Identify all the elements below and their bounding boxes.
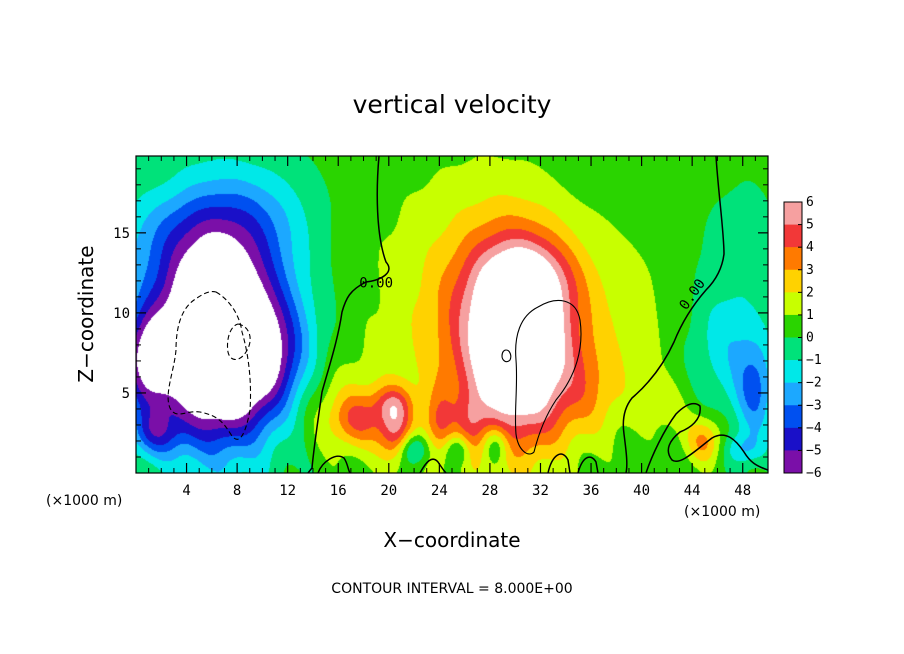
colorbar: 6 5 4 3 2 1 0 −1 −2 −3 −4 −5 −6 — [783, 195, 822, 481]
x-tick-label: 48 — [734, 483, 751, 499]
colorbar-tick-label: −6 — [806, 466, 822, 481]
y-axis-ticks: 5 10 15 — [113, 168, 768, 458]
y-tick-label: 5 — [122, 386, 130, 402]
contour-label: 0.00 — [359, 275, 393, 291]
colorbar-swatch — [784, 382, 802, 406]
x-tick-label: 4 — [182, 483, 190, 499]
colorbar-tick-label: 4 — [806, 240, 814, 255]
zero-contour-bump-d — [577, 456, 599, 473]
x-unit-label-right: (×1000 m) — [684, 504, 760, 520]
y-tick-label: 10 — [113, 306, 130, 322]
x-unit-label-left: (×1000 m) — [46, 493, 122, 509]
colorbar-tick-label: 1 — [806, 308, 814, 323]
colorbar-tick-label: 2 — [806, 285, 814, 300]
colorbar-tick-label: −2 — [806, 376, 822, 391]
x-tick-label: 40 — [633, 483, 650, 499]
x-tick-label: 32 — [532, 483, 549, 499]
y-tick-label: 15 — [113, 226, 130, 242]
x-axis-ticks: 4 8 12 16 20 24 28 32 36 40 44 48 — [148, 156, 756, 499]
x-tick-label: 36 — [583, 483, 600, 499]
zero-contour-bump-b — [419, 458, 447, 473]
zero-contour-bump-a — [317, 455, 351, 473]
contour-lines — [167, 156, 768, 473]
zero-contour-bump-c — [547, 453, 571, 473]
zero-contour-left — [307, 156, 390, 473]
colorbar-swatch — [784, 269, 802, 293]
colorbar-swatch — [784, 337, 802, 361]
colorbar-tick-label: −4 — [806, 421, 822, 436]
colorbar-swatch — [784, 427, 802, 451]
x-tick-label: 44 — [684, 483, 701, 499]
colorbar-tick-label: 0 — [806, 331, 814, 346]
colorbar-swatch — [784, 405, 802, 429]
colorbar-swatch — [784, 360, 802, 383]
x-axis-label: X−coordinate — [383, 528, 520, 552]
colorbar-swatch — [784, 224, 802, 248]
colorbar-swatch — [784, 202, 802, 225]
heatmap-field — [136, 156, 768, 473]
colorbar-tick-label: −1 — [806, 353, 822, 368]
colorbar-swatch — [784, 247, 802, 271]
chart-title: vertical velocity — [353, 90, 552, 119]
colorbar-swatch — [784, 314, 802, 338]
colorbar-tick-label: 5 — [806, 218, 814, 233]
negative-contour-inner — [226, 323, 251, 361]
positive-contour-inner — [501, 349, 512, 363]
colorbar-tick-label: 3 — [806, 263, 814, 278]
x-tick-label: 12 — [279, 483, 296, 499]
x-tick-label: 8 — [233, 483, 241, 499]
colorbar-swatch — [784, 450, 802, 474]
colorbar-swatch — [784, 292, 802, 316]
y-axis-label: Z−coordinate — [74, 245, 98, 382]
colorbar-tick-label: −3 — [806, 398, 822, 413]
x-tick-label: 16 — [330, 483, 347, 499]
x-tick-label: 28 — [481, 483, 498, 499]
positive-contour-outer — [514, 299, 582, 455]
x-tick-label: 24 — [431, 483, 448, 499]
zero-contour-lower-right — [645, 402, 768, 473]
zero-contour-right — [622, 156, 725, 473]
colorbar-tick-label: −5 — [806, 443, 822, 458]
colorbar-tick-label: 6 — [806, 195, 814, 210]
contour-interval-note: CONTOUR INTERVAL = 8.000E+00 — [331, 581, 572, 597]
x-tick-label: 20 — [380, 483, 397, 499]
